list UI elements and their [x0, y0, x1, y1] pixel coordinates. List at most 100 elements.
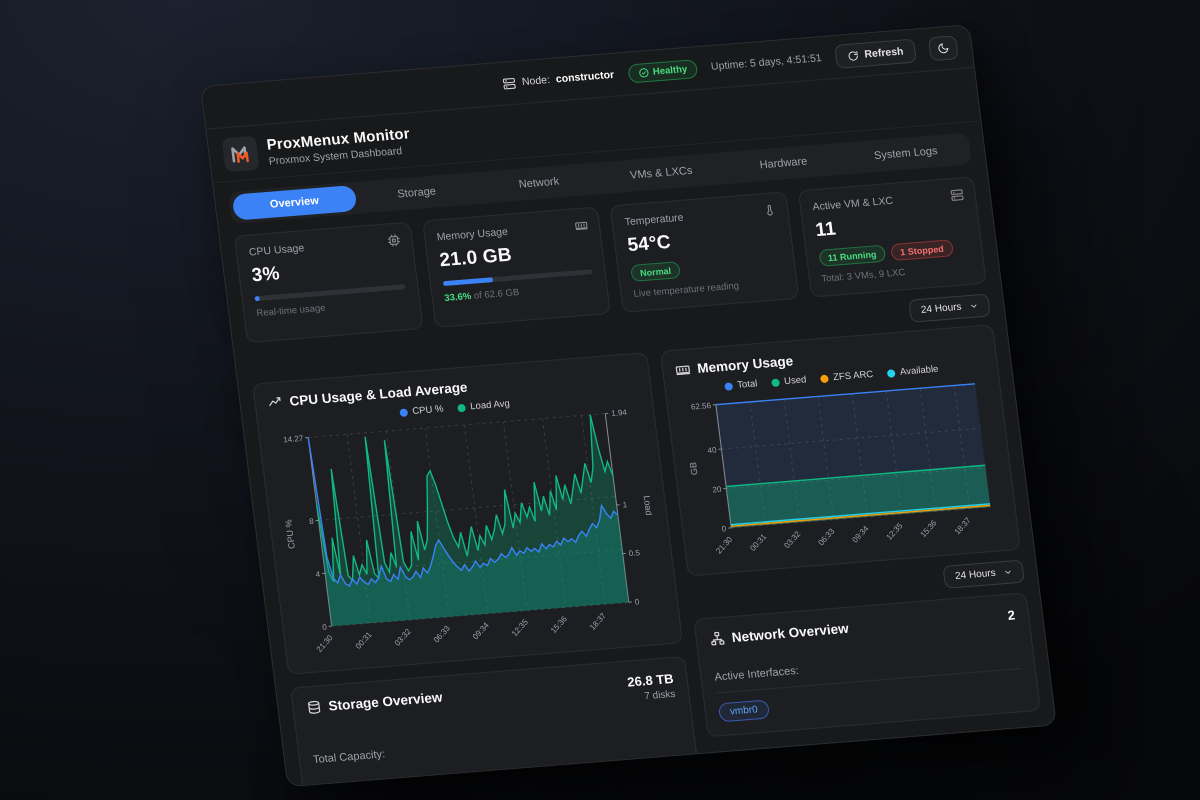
right-column: Memory Usage Total Used ZFS ARC Available 0…	[659, 324, 1041, 738]
uptime-text: Uptime: 5 days, 4:51:51	[710, 52, 823, 73]
svg-text:8: 8	[309, 517, 315, 526]
memory-value: 21.0 GB	[438, 244, 513, 272]
legend-item: Total	[723, 378, 758, 392]
active-vm-lxc-card: Active VM & LXC 11 11 Running 1 Stopped …	[797, 176, 987, 298]
temperature-card: Temperature 54°C Normal Live temperature…	[609, 191, 799, 313]
svg-text:00:31: 00:31	[748, 532, 768, 553]
svg-text:0.5: 0.5	[628, 548, 641, 558]
svg-text:14.27: 14.27	[283, 434, 305, 445]
svg-text:03:32: 03:32	[782, 529, 802, 550]
trending-up-icon	[269, 397, 281, 407]
svg-text:18:37: 18:37	[953, 515, 973, 536]
tab-storage[interactable]: Storage	[354, 175, 479, 211]
storage-disk-count: 7 disks	[643, 688, 677, 703]
network-icon	[711, 631, 725, 646]
health-badge: Healthy	[626, 58, 699, 84]
time-range-select[interactable]: 24 Hours	[908, 293, 991, 323]
legend-item: CPU %	[398, 404, 444, 418]
svg-text:GB: GB	[688, 462, 700, 476]
database-icon	[308, 700, 321, 714]
vms-running-badge: 11 Running	[817, 244, 887, 267]
svg-text:CPU %: CPU %	[283, 519, 297, 549]
dashboard-window: Node: constructor Healthy Uptime: 5 days…	[200, 24, 1057, 788]
app-header: ProxMenux Monitor Proxmox System Dashboa…	[206, 67, 981, 184]
thermometer-icon	[762, 203, 777, 220]
node-value: constructor	[555, 68, 615, 86]
memory-icon	[675, 365, 691, 376]
top-status-bar: Node: constructor Healthy Uptime: 5 days…	[201, 25, 974, 130]
moon-icon	[938, 43, 949, 54]
refresh-icon	[848, 50, 858, 61]
svg-text:12:35: 12:35	[510, 617, 530, 638]
vm-count-value: 11	[814, 218, 838, 242]
svg-text:0: 0	[634, 597, 640, 606]
memory-icon	[574, 218, 589, 235]
tab-hardware[interactable]: Hardware	[721, 146, 846, 182]
node-label: Node:	[521, 73, 551, 89]
interface-badge: vmbr0	[717, 699, 770, 723]
refresh-button[interactable]: Refresh	[834, 38, 917, 69]
time-range-select-2[interactable]: 24 Hours	[942, 559, 1025, 589]
time-range-row-2: 24 Hours	[689, 559, 1025, 610]
svg-text:15:36: 15:36	[549, 614, 569, 635]
svg-text:62.56: 62.56	[690, 401, 712, 412]
svg-text:Load: Load	[642, 495, 654, 516]
chart-title: Memory Usage	[696, 353, 794, 376]
svg-text:21:30: 21:30	[315, 633, 335, 654]
cpu-load-chart-card: CPU Usage & Load Average CPU % Load Avg 0…	[252, 352, 684, 675]
tab-overview[interactable]: Overview	[231, 184, 358, 221]
tab-vms-lxcs[interactable]: VMs & LXCs	[599, 155, 724, 191]
time-range-row: 24 Hours	[248, 293, 991, 375]
svg-text:12:35: 12:35	[885, 521, 905, 542]
svg-text:09:34: 09:34	[471, 620, 491, 641]
chevron-down-icon	[1005, 570, 1011, 574]
svg-text:40: 40	[707, 445, 718, 455]
proxmenux-logo	[221, 135, 260, 173]
memory-chart-card: Memory Usage Total Used ZFS ARC Available 0…	[659, 324, 1021, 577]
server-stack-icon	[950, 188, 965, 205]
svg-text:1: 1	[622, 500, 628, 509]
svg-text:06:33: 06:33	[816, 526, 836, 547]
svg-text:0: 0	[322, 623, 328, 632]
memory-chart: 0 20 40 62.56 21:30 00:31 03:32 06:33 09:34 12:35…	[688, 383, 991, 556]
server-icon	[503, 77, 516, 89]
cpu-value: 3%	[250, 263, 281, 287]
chevron-down-icon	[971, 304, 977, 308]
cpu-usage-card: CPU Usage 3% Real-time usage	[233, 221, 424, 344]
active-interfaces-row: Active Interfaces:	[712, 638, 1022, 694]
svg-text:4: 4	[315, 570, 321, 579]
svg-text:06:33: 06:33	[432, 623, 452, 644]
svg-text:1.94: 1.94	[611, 408, 628, 418]
storage-total-value: 26.8 TB	[626, 670, 675, 690]
svg-text:03:32: 03:32	[393, 627, 413, 648]
active-interfaces-count: 2	[1006, 607, 1016, 623]
main-grid: CPU Usage & Load Average CPU % Load Avg 0…	[252, 324, 1046, 788]
cpu-load-chart: 0 4 8 14.27 21:30 00:31 03:32 06:33 09:34 12:35 15…	[283, 408, 654, 654]
storage-overview-card: Storage Overview 26.8 TB 7 disks Total C…	[290, 655, 702, 788]
svg-text:0: 0	[721, 524, 727, 533]
storage-title: Storage Overview	[327, 689, 444, 714]
cpu-icon	[386, 234, 401, 251]
network-overview-card: Network Overview 2 Active Interfaces: vm…	[693, 592, 1041, 738]
svg-text:09:34: 09:34	[850, 524, 870, 545]
svg-text:20: 20	[712, 485, 723, 495]
svg-text:15:36: 15:36	[919, 518, 939, 539]
memory-usage-card: Memory Usage 21.0 GB 33.6% of 62.6 GB	[421, 206, 611, 328]
svg-text:18:37: 18:37	[588, 611, 608, 632]
left-column: CPU Usage & Load Average CPU % Load Avg 0…	[252, 352, 702, 788]
temperature-value: 54°C	[626, 231, 673, 257]
check-circle-icon	[638, 67, 649, 77]
tab-network[interactable]: Network	[476, 165, 601, 201]
svg-text:21:30: 21:30	[714, 535, 734, 556]
node-info: Node: constructor	[502, 68, 615, 90]
vms-stopped-badge: 1 Stopped	[890, 239, 954, 262]
storage-rows: Total Capacity: Physical Disks:	[311, 716, 685, 787]
theme-toggle-button[interactable]	[927, 35, 959, 62]
tab-system-logs[interactable]: System Logs	[843, 136, 968, 172]
network-title: Network Overview	[730, 620, 850, 646]
stat-cards-row: CPU Usage 3% Real-time usage Memory Usag…	[233, 176, 987, 344]
temperature-status-badge: Normal	[630, 261, 682, 282]
legend-item: Used	[770, 374, 807, 388]
svg-text:00:31: 00:31	[354, 630, 374, 651]
